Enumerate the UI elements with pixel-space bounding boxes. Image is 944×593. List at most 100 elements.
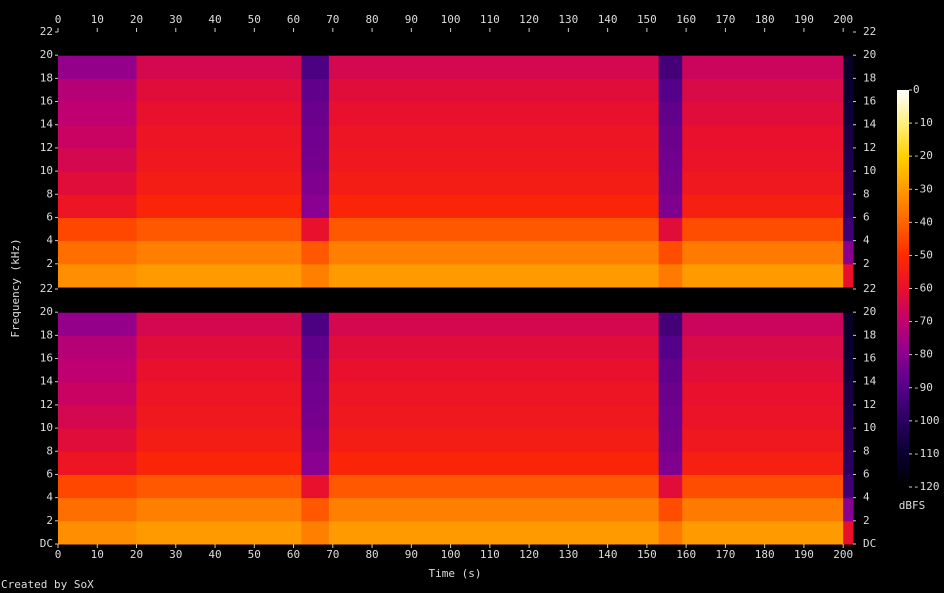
spectrogram-cell <box>658 124 683 149</box>
y-tick-label: 2 <box>46 514 53 527</box>
y-tick-label-right: DC <box>863 537 876 550</box>
spectrogram-cell <box>328 78 660 103</box>
spectrogram-cell <box>58 451 138 475</box>
x-tick-label: 120 <box>519 548 539 561</box>
x-tick-label-top: 180 <box>755 13 775 26</box>
spectrogram-cell <box>658 217 683 242</box>
y-tick-label-right: 20 <box>863 305 876 318</box>
spectrogram-cell <box>58 55 138 79</box>
spectrogram-cell <box>682 101 844 126</box>
spectrogram-cell <box>658 428 683 452</box>
y-tick-label-right: 2 <box>863 514 870 527</box>
spectrogram-cell <box>328 474 660 499</box>
y-tick-label-right: 8 <box>863 444 870 457</box>
colorbar-tick-label: -30 <box>913 182 933 195</box>
spectrogram-cell <box>136 474 302 499</box>
x-tick-label: 140 <box>598 548 618 561</box>
x-tick-label: 40 <box>208 548 221 561</box>
spectrogram-cell <box>136 171 302 195</box>
spectrogram-cell <box>682 194 844 218</box>
spectrogram-cell <box>136 147 302 172</box>
colorbar-tick-label: -100 <box>913 414 940 427</box>
colorbar-tick-label: -80 <box>913 348 933 361</box>
y-tick-label-right: 14 <box>863 118 877 131</box>
y-tick-label: 4 <box>46 234 53 247</box>
spectrogram-cell <box>58 381 138 406</box>
y-tick-label: 22 <box>40 25 53 38</box>
spectrogram-cell <box>58 217 138 242</box>
spectrogram-cell <box>682 240 844 265</box>
spectrogram-cell <box>136 520 302 545</box>
x-tick-label: 110 <box>480 548 500 561</box>
spectrogram-cell <box>58 124 138 149</box>
x-tick-label: 60 <box>287 548 300 561</box>
y-tick-label-right: 16 <box>863 352 876 365</box>
spectrogram-cell <box>58 147 138 172</box>
spectrogram-cell <box>682 520 844 545</box>
spectrogram-cell <box>136 312 302 336</box>
y-tick-label-right: 8 <box>863 187 870 200</box>
y-tick-label: 12 <box>40 141 53 154</box>
y-tick-label-right: 16 <box>863 95 876 108</box>
spectrogram-cell <box>843 217 854 242</box>
y-tick-label-right: 18 <box>863 328 876 341</box>
x-tick-label: 200 <box>833 548 853 561</box>
x-tick-label-top: 170 <box>715 13 735 26</box>
spectrogram-cell <box>328 101 660 126</box>
spectrogram-cell <box>301 147 330 172</box>
spectrogram-cell <box>843 289 854 313</box>
x-tick-label: 130 <box>558 548 578 561</box>
spectrogram-cell <box>58 520 138 545</box>
y-tick-label: 8 <box>46 444 53 457</box>
spectrogram-cell <box>58 428 138 452</box>
x-tick-label: 80 <box>365 548 378 561</box>
spectrogram-cell <box>843 335 854 360</box>
spectrogram-cell <box>58 171 138 195</box>
spectrogram-cell <box>136 381 302 406</box>
spectrogram-cell <box>682 217 844 242</box>
spectrogram-cell <box>658 55 683 79</box>
spectrogram-cell <box>58 289 138 313</box>
y-tick-label-right: 2 <box>863 257 870 270</box>
y-tick-label: 18 <box>40 71 53 84</box>
y-tick-label: 6 <box>46 210 53 223</box>
spectrogram-cell <box>328 263 660 288</box>
x-tick-label: 90 <box>405 548 418 561</box>
y-tick-label: 14 <box>40 375 54 388</box>
y-tick-label: 2 <box>46 257 53 270</box>
colorbar-tick-label: -40 <box>913 215 933 228</box>
spectrogram-cell <box>682 312 844 336</box>
spectrogram-cell <box>136 428 302 452</box>
spectrogram-cell <box>682 451 844 475</box>
colorbar-tick-label: -120 <box>913 480 940 493</box>
spectrogram-cell <box>136 32 302 56</box>
spectrogram-cell <box>658 194 683 218</box>
colorbar-tick-label: -50 <box>913 248 933 261</box>
spectrogram-cell <box>136 358 302 383</box>
spectrogram-cell <box>658 520 683 545</box>
x-tick-label-top: 60 <box>287 13 300 26</box>
x-tick-label: 100 <box>441 548 461 561</box>
spectrogram-cell <box>682 497 844 522</box>
colorbar-label: dBFS <box>899 499 926 512</box>
spectrogram-cell <box>658 312 683 336</box>
x-tick-label-top: 200 <box>833 13 853 26</box>
spectrogram-cell <box>58 78 138 103</box>
spectrogram-cell <box>682 428 844 452</box>
spectrogram-cell <box>301 451 330 475</box>
spectrogram-cell <box>328 335 660 360</box>
spectrogram-cell <box>136 217 302 242</box>
spectrogram-cell <box>682 289 844 313</box>
spectrogram-cell <box>658 451 683 475</box>
x-tick-label-top: 120 <box>519 13 539 26</box>
x-tick-label-top: 130 <box>558 13 578 26</box>
spectrogram-cell <box>328 497 660 522</box>
x-tick-label-top: 20 <box>130 13 143 26</box>
colorbar-tick-label: -10 <box>913 116 933 129</box>
spectrogram-cell <box>136 55 302 79</box>
spectrogram-cell <box>328 520 660 545</box>
spectrogram-cell <box>328 124 660 149</box>
spectrogram-cell <box>843 312 854 336</box>
spectrogram-cell <box>301 404 330 429</box>
